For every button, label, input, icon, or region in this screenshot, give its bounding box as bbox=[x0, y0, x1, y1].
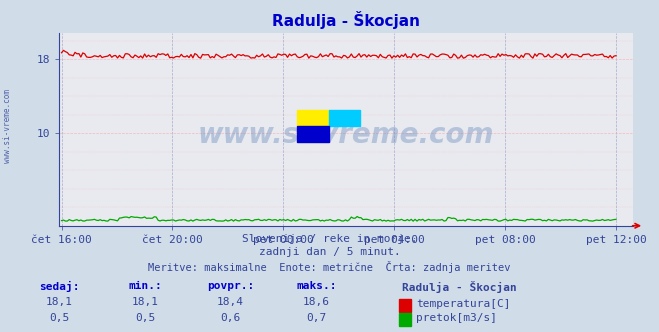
FancyBboxPatch shape bbox=[297, 110, 329, 125]
Text: Meritve: maksimalne  Enote: metrične  Črta: zadnja meritev: Meritve: maksimalne Enote: metrične Črta… bbox=[148, 261, 511, 273]
Text: www.si-vreme.com: www.si-vreme.com bbox=[198, 121, 494, 149]
Text: maks.:: maks.: bbox=[296, 281, 337, 290]
FancyBboxPatch shape bbox=[297, 125, 329, 141]
Text: min.:: min.: bbox=[128, 281, 162, 290]
Text: www.si-vreme.com: www.si-vreme.com bbox=[3, 89, 13, 163]
Text: Radulja - Škocjan: Radulja - Škocjan bbox=[402, 281, 517, 292]
Text: 18,1: 18,1 bbox=[46, 297, 72, 307]
Text: 0,5: 0,5 bbox=[135, 313, 155, 323]
Text: pretok[m3/s]: pretok[m3/s] bbox=[416, 313, 497, 323]
Text: Slovenija / reke in morje.: Slovenija / reke in morje. bbox=[242, 234, 417, 244]
Text: 0,6: 0,6 bbox=[221, 313, 241, 323]
Text: sedaj:: sedaj: bbox=[39, 281, 80, 291]
Text: 18,1: 18,1 bbox=[132, 297, 158, 307]
Text: 18,4: 18,4 bbox=[217, 297, 244, 307]
Text: 0,5: 0,5 bbox=[49, 313, 69, 323]
Text: 18,6: 18,6 bbox=[303, 297, 330, 307]
Text: 0,7: 0,7 bbox=[306, 313, 326, 323]
Text: zadnji dan / 5 minut.: zadnji dan / 5 minut. bbox=[258, 247, 401, 257]
Text: temperatura[C]: temperatura[C] bbox=[416, 299, 510, 309]
Text: povpr.:: povpr.: bbox=[207, 281, 254, 290]
Title: Radulja - Škocjan: Radulja - Škocjan bbox=[272, 11, 420, 29]
FancyBboxPatch shape bbox=[329, 110, 360, 125]
